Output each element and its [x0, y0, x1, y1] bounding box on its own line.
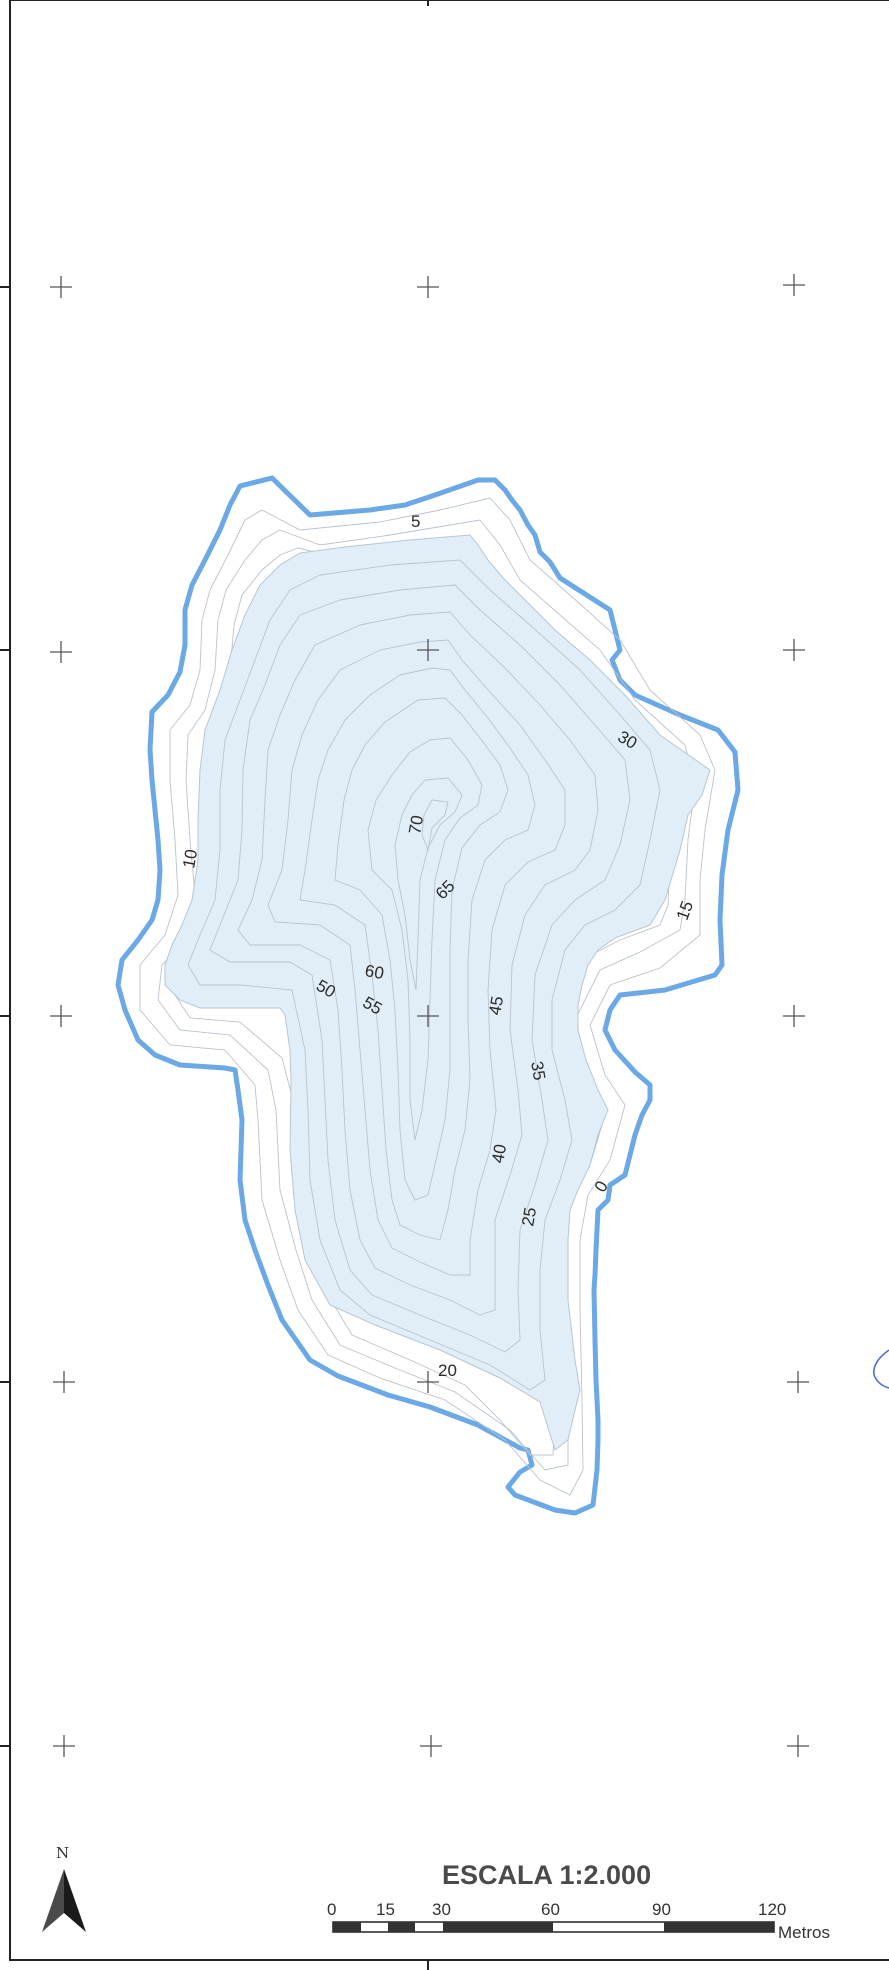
- scale-tick-90: 90: [652, 1900, 671, 1919]
- contour-label-20: 20: [438, 1361, 457, 1380]
- scale-title: ESCALA 1:2.000: [442, 1860, 651, 1890]
- plus-cross-icon: [50, 1005, 72, 1027]
- plus-cross-icon: [787, 1371, 809, 1393]
- scale-tick-15: 15: [376, 1900, 395, 1919]
- plus-cross-icon: [783, 639, 805, 661]
- scale-bar: 0 15 30 60 90 120 Metros: [327, 1900, 830, 1942]
- plus-cross-icon: [787, 1735, 809, 1757]
- scale-tick-0: 0: [327, 1900, 336, 1919]
- scale-tick-120: 120: [758, 1900, 786, 1919]
- plus-cross-icon: [783, 274, 805, 296]
- contour-label-25: 25: [518, 1206, 540, 1228]
- plus-cross-icon: [53, 1735, 75, 1757]
- north-label: N: [56, 1844, 69, 1862]
- plus-cross-icon: [50, 276, 72, 298]
- contour-label-35: 35: [527, 1060, 549, 1082]
- contour-label-70: 70: [405, 814, 427, 836]
- edge-pen-mark: [874, 1350, 889, 1388]
- scale-tick-60: 60: [541, 1900, 560, 1919]
- scale-tick-30: 30: [432, 1900, 451, 1919]
- contour-label-10: 10: [179, 848, 201, 870]
- plus-cross-icon: [420, 1735, 442, 1757]
- north-arrow: N: [42, 1844, 86, 1932]
- plus-cross-icon: [417, 276, 439, 298]
- plus-cross-icon: [53, 1371, 75, 1393]
- north-arrow-icon: [42, 1869, 86, 1932]
- plus-cross-icon: [783, 1005, 805, 1027]
- contour-label-45: 45: [485, 995, 507, 1017]
- contour-label-40: 40: [488, 1143, 510, 1165]
- plus-cross-icon: [50, 641, 72, 663]
- contour-label-60: 60: [363, 961, 385, 983]
- scale-unit: Metros: [778, 1923, 830, 1942]
- contour-label-5: 5: [411, 512, 420, 531]
